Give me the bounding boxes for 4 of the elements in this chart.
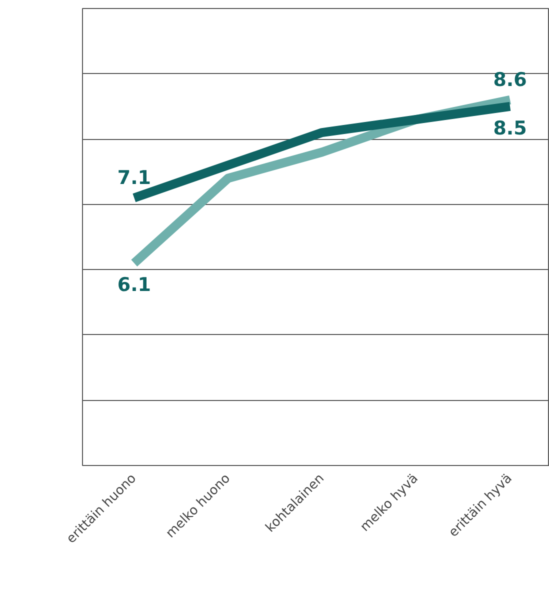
data-label: 8.6 [493, 68, 527, 91]
data-label: 7.1 [117, 166, 152, 189]
data-label: 8.5 [493, 117, 527, 140]
data-label: 6.1 [117, 274, 152, 296]
